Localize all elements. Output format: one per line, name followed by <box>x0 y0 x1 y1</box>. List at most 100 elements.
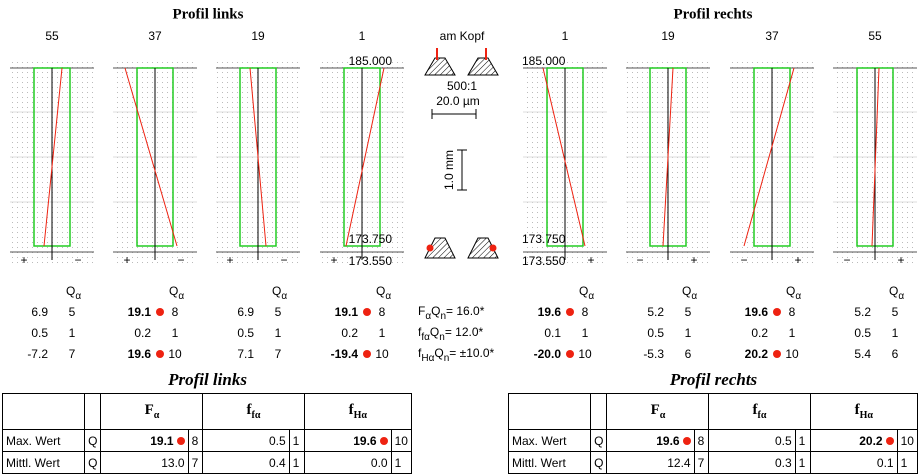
text-part: Q <box>434 346 443 360</box>
column-header: ffα <box>202 393 305 430</box>
sign: + <box>690 253 697 267</box>
stats-header: Qα <box>169 284 184 301</box>
alert-dot <box>379 436 388 445</box>
text-part: Q <box>889 284 898 298</box>
text-part: Q <box>376 284 385 298</box>
alert-dot <box>363 350 371 358</box>
profile-deviation <box>43 67 63 247</box>
stat-q: 5 <box>69 305 76 319</box>
value: 0.5 <box>268 433 286 448</box>
y-scale: 1.0 mm <box>442 150 456 190</box>
scale-label: 173.750 <box>349 232 393 246</box>
tooth-number: 1 <box>562 29 569 43</box>
sign: − <box>177 253 184 267</box>
stat-value: 0.5 <box>647 326 664 340</box>
stat-value: 5.2 <box>647 305 664 319</box>
section-title: Profil rechts <box>673 6 752 22</box>
cell-value: 0.1 <box>809 451 898 474</box>
sign: + <box>794 253 801 267</box>
cell-q: 10 <box>390 429 413 452</box>
text-part: = 12.0* <box>445 325 484 339</box>
stat-q: 7 <box>275 347 282 361</box>
profile-deviation <box>662 67 674 247</box>
cell-value: 0.5 <box>708 429 796 452</box>
stat-q: 1 <box>789 326 796 340</box>
text-part: Q <box>169 284 178 298</box>
stat-q: 5 <box>892 305 899 319</box>
text-part: f <box>854 402 860 418</box>
sign: − <box>74 253 81 267</box>
cell-value: 20.2 <box>809 429 898 452</box>
stat-value: -5.3 <box>643 347 664 361</box>
value: 12.4 <box>667 455 691 470</box>
text-part: fα <box>251 410 261 421</box>
text-part: α <box>795 291 801 302</box>
profile-deviation <box>542 67 586 247</box>
scale-label: 185.000 <box>349 54 393 68</box>
stat-value: 0.1 <box>544 326 561 340</box>
column-header: fHα <box>303 393 412 430</box>
text-part: α <box>898 291 904 302</box>
cell-value: 0.4 <box>202 451 290 474</box>
tooth-number: 55 <box>868 29 882 43</box>
row-label: Max. Wert <box>1 429 86 452</box>
text-part: n <box>444 353 450 364</box>
row-label: Mittl. Wert <box>507 451 592 474</box>
sign: + <box>330 253 337 267</box>
row-label: Max. Wert <box>507 429 592 452</box>
text-part: Q <box>786 284 795 298</box>
profile-deviation <box>249 67 267 247</box>
alert-dot <box>566 308 574 316</box>
text-part: Q <box>579 284 588 298</box>
text-part: f <box>348 402 354 418</box>
stat-value: 19.1 <box>128 305 152 319</box>
text-part: α <box>659 410 666 421</box>
stats-header: Qα <box>66 284 81 301</box>
text-part: α <box>385 291 391 302</box>
stats-header: Qα <box>889 284 904 301</box>
sign: + <box>123 253 130 267</box>
stat-value: 6.9 <box>31 305 48 319</box>
value: 0.4 <box>268 455 286 470</box>
header-row: Fα ffα fHα <box>1 393 412 430</box>
alert-dot <box>363 308 371 316</box>
text-part: = 16.0* <box>446 304 485 318</box>
stat-value: -19.4 <box>331 347 359 361</box>
text-part: n <box>439 332 445 343</box>
cell-value: 0.0 <box>303 451 392 474</box>
cell-q: 7 <box>693 451 710 474</box>
stat-value: 6.9 <box>237 305 254 319</box>
scale-bars <box>431 109 477 191</box>
tolerance: ffαQn= 12.0* <box>418 325 484 342</box>
x-scale: 20.0 µm <box>436 94 480 108</box>
stat-q: 1 <box>379 326 386 340</box>
result-table: Fα ffα fHα Max. Wert Q 19.6 8 0.5 1 20.2 10 Mittl. … <box>507 393 919 474</box>
cell-q: 1 <box>896 451 919 474</box>
cell-q: 8 <box>693 429 710 452</box>
stat-q: 10 <box>168 347 182 361</box>
stat-q: 8 <box>172 305 179 319</box>
tolerance: FαQn= 16.0* <box>418 304 485 321</box>
stats-header: Qα <box>272 284 287 301</box>
scale-label: 173.550 <box>522 254 566 268</box>
text-part: Hα <box>859 410 873 421</box>
magnification: 500:1 <box>447 79 477 93</box>
cell-value: 19.1 <box>100 429 189 452</box>
cell-value: 0.3 <box>708 451 796 474</box>
text-part: fα <box>421 332 430 343</box>
profile-deviation <box>345 67 385 247</box>
stat-q: 1 <box>892 326 899 340</box>
text-part: Q <box>272 284 281 298</box>
sign: − <box>740 253 747 267</box>
label-bg <box>522 55 562 67</box>
alert-dot <box>885 436 894 445</box>
stat-value: 7.1 <box>237 347 254 361</box>
stat-q: 5 <box>685 305 692 319</box>
stat-value: 5.4 <box>854 347 871 361</box>
stats-header: Qα <box>682 284 697 301</box>
gear-icon-bottom <box>424 237 499 259</box>
sign: − <box>843 253 850 267</box>
stat-q: 10 <box>785 347 799 361</box>
